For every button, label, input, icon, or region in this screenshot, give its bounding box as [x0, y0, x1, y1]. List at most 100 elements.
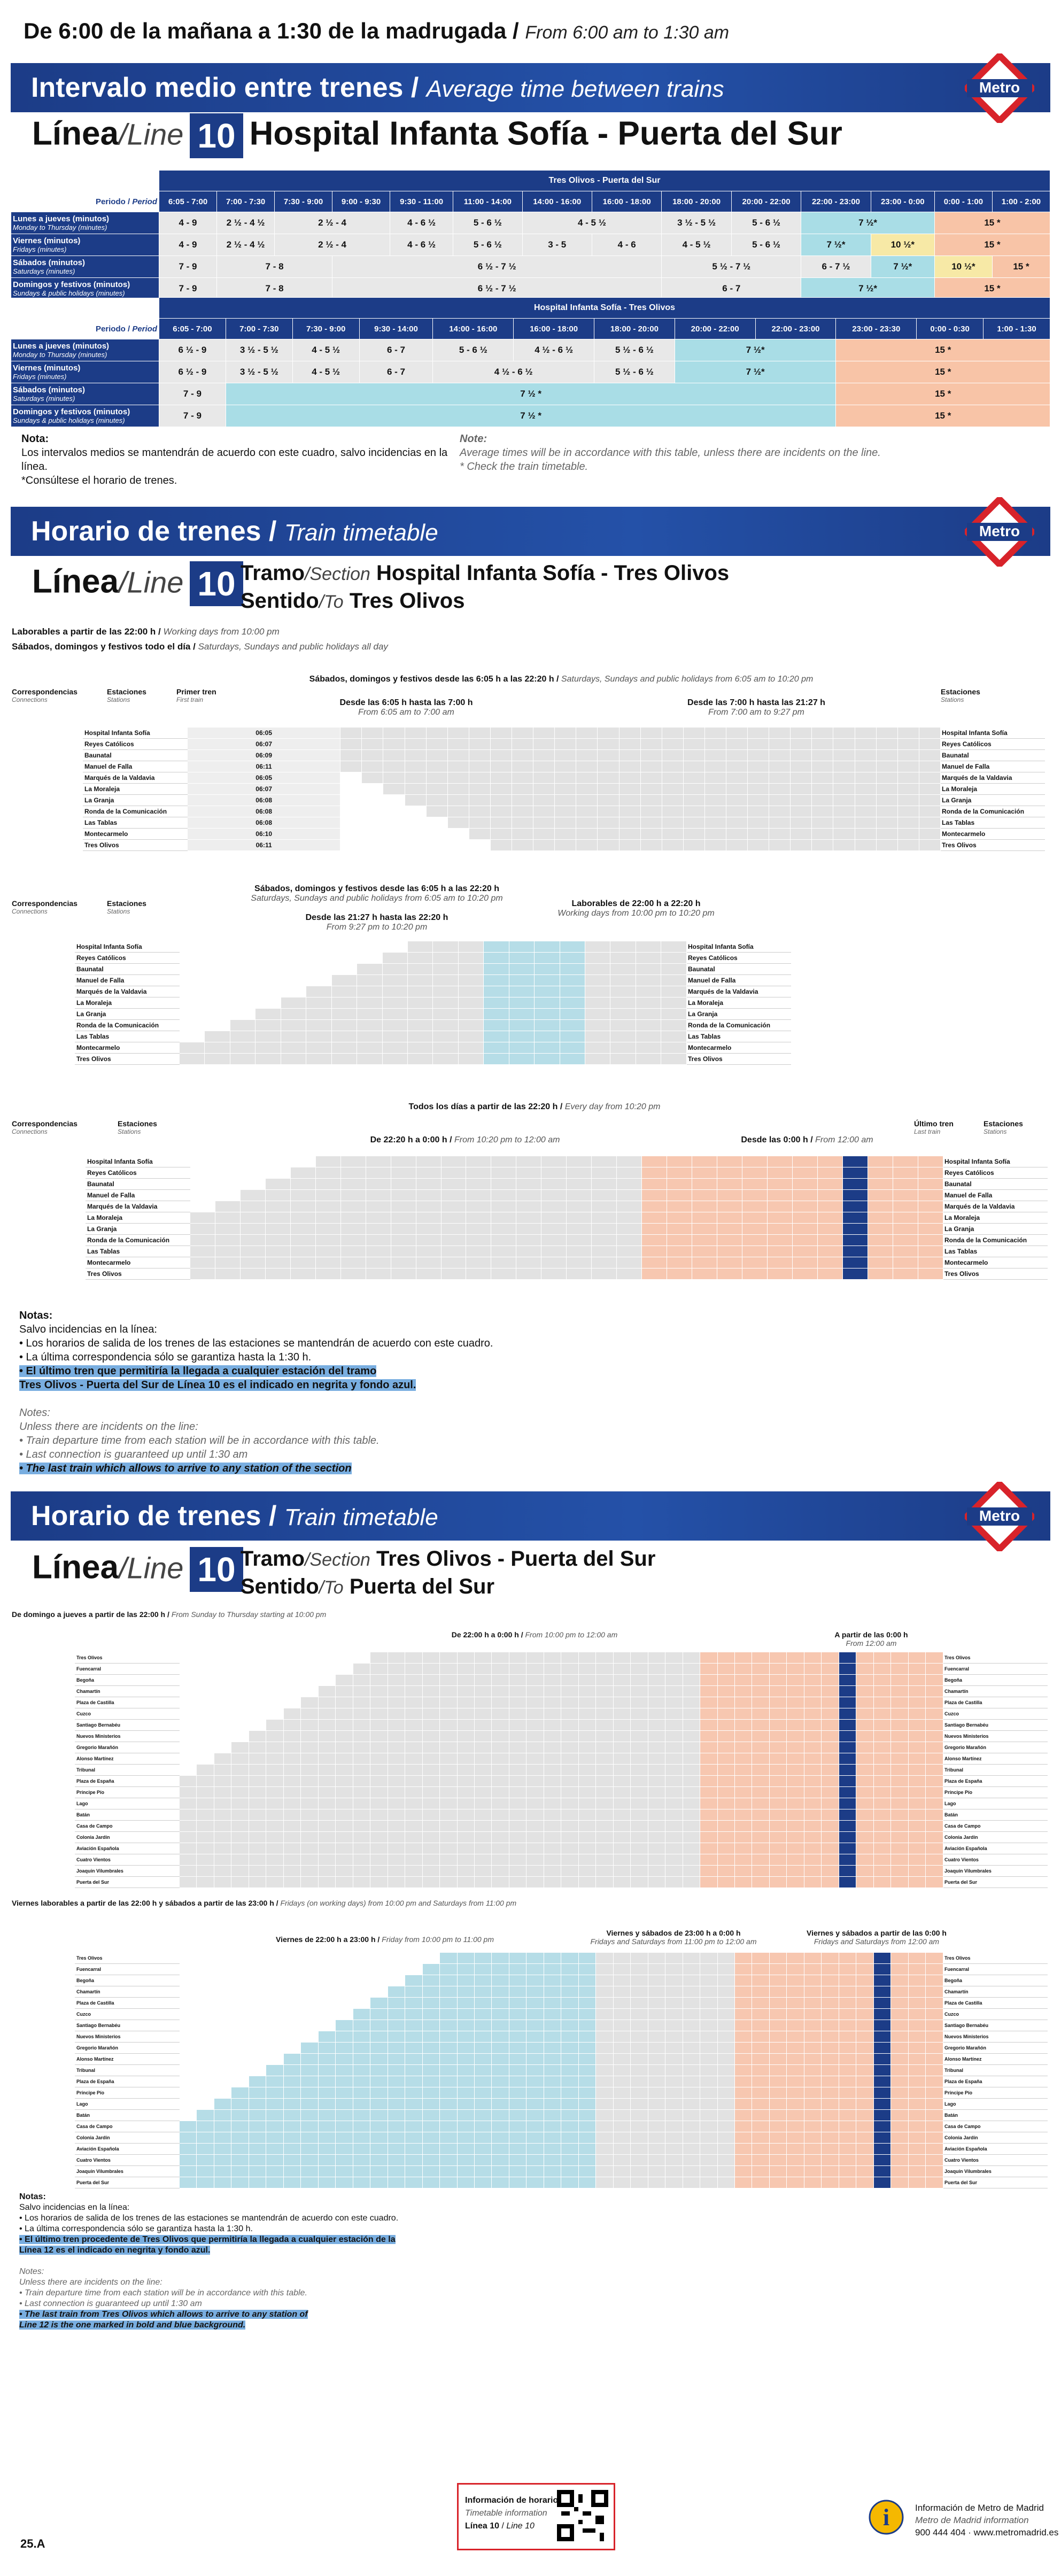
- timetable-cell: [214, 1156, 241, 1167]
- timetable-cell: [340, 1156, 366, 1167]
- timetable-cell: [213, 2064, 232, 2076]
- timetable-cell: [717, 1854, 735, 1866]
- timetable-cell: [842, 1257, 868, 1268]
- timetable-row: Las Tablas 06:08 Las Tablas: [83, 817, 1045, 829]
- timetable-cell: [561, 1708, 579, 1720]
- timetable-cell: [769, 1674, 787, 1686]
- timetable-cell: [734, 1997, 753, 2009]
- timetable-cell: [925, 1764, 943, 1776]
- timetable-cell: [266, 1786, 284, 1798]
- timetable-cell: [665, 1997, 683, 2009]
- timetable-cell: [692, 1268, 718, 1280]
- timetable-1: Hospital Infanta Sofía 06:05 Hospital Infa…: [83, 727, 1045, 851]
- timetable-row: Fuencarral Fuencarral: [75, 1963, 1048, 1975]
- timetable-cell: [838, 1697, 857, 1708]
- s2-label-1: De domingo a jueves a partir de las 22:0…: [12, 1610, 327, 1619]
- timetable-cell: [559, 1042, 586, 1054]
- timetable-cell: [665, 1775, 683, 1787]
- timetable-cell: [803, 1652, 822, 1664]
- timetable-cell: [561, 2031, 579, 2043]
- timetable-cell: [591, 1257, 617, 1268]
- timetable-cell: [561, 1753, 579, 1765]
- timetable-cell: [335, 1986, 353, 1998]
- qr-code-icon[interactable]: [557, 2490, 608, 2541]
- timetable-cell: [700, 1775, 718, 1787]
- timetable-cell: [248, 2087, 267, 2099]
- timetable-cell: [613, 2020, 631, 2031]
- timetable-cell: [534, 986, 560, 997]
- timetable-cell: [838, 2098, 857, 2110]
- timetable-cell: [769, 1652, 787, 1664]
- timetable-cell: [591, 1201, 617, 1212]
- timetable-cell: [752, 2031, 770, 2043]
- timetable-cell: [422, 2165, 440, 2177]
- timetable-cell: [231, 2154, 249, 2166]
- timetable-cell: [566, 1201, 592, 1212]
- timetable-cell: [526, 2008, 544, 2020]
- timetable-cell: [179, 1997, 197, 2009]
- timetable-cell: [554, 772, 577, 784]
- timetable-cell: [908, 1854, 926, 1866]
- timetable-cell: [918, 817, 941, 829]
- timetable-cell: [543, 2098, 562, 2110]
- timetable-cell: [468, 817, 491, 829]
- timetable-cell: [474, 2053, 492, 2065]
- timetable-cell: [474, 1831, 492, 1843]
- timetable-cell: [370, 2087, 388, 2099]
- timetable-cell: [533, 772, 555, 784]
- timetable-cell: [404, 794, 427, 806]
- timetable-cell: [717, 1730, 735, 1742]
- timetable-cell: [610, 1053, 636, 1065]
- timetable-cell: [856, 1997, 874, 2009]
- timetable-cell: [890, 2177, 909, 2188]
- timetable-cell: [439, 1775, 458, 1787]
- timetable-cell: [661, 738, 684, 750]
- timetable-cell: [682, 1843, 701, 1854]
- timetable-cell: [387, 2143, 406, 2155]
- timetable-cell: [213, 2076, 232, 2087]
- timetable-cell: [387, 1876, 406, 1888]
- timetable-cell: [407, 1053, 433, 1065]
- timetable-cell: [734, 1742, 753, 1753]
- timetable-cell: [692, 1257, 718, 1268]
- timetable-cell: [483, 997, 509, 1009]
- frequency-table-1: Tres Olivos - Puerta del Sur Periodo / P…: [11, 170, 1051, 300]
- timetable-cell: [508, 1798, 527, 1809]
- timetable-cell: [561, 2143, 579, 2155]
- timetable-cell: [248, 1708, 267, 1720]
- timetable-cell: [561, 1975, 579, 1986]
- timetable-cell: [897, 828, 919, 840]
- timetable-cell: [803, 1697, 822, 1708]
- timetable-cell: [682, 1831, 701, 1843]
- timetable-cell: [300, 2109, 319, 2121]
- timetable-cell: [516, 1201, 542, 1212]
- timetable-cell: [613, 2121, 631, 2132]
- timetable-cell: [432, 963, 459, 975]
- timetable-cell: [383, 839, 405, 851]
- timetable-cell: [266, 1663, 284, 1675]
- timetable-cell: [838, 1708, 857, 1720]
- timetable-cell: [415, 1189, 442, 1201]
- timetable-cell: [491, 2053, 509, 2065]
- timetable-cell: [283, 2098, 301, 2110]
- timetable-cell: [752, 2053, 770, 2065]
- timetable-cell: [491, 1234, 517, 1246]
- timetable-cell: [422, 1986, 440, 1998]
- timetable-row: Batán Batán: [75, 1809, 1048, 1821]
- timetable-cell: [890, 2008, 909, 2020]
- timetable-cell: [512, 794, 534, 806]
- timetable-cell: [361, 772, 384, 784]
- timetable-cell: [248, 2076, 267, 2087]
- timetable-cell: [335, 1753, 353, 1765]
- timetable-cell: [892, 1257, 918, 1268]
- timetable-cell: [415, 1246, 442, 1257]
- timetable-cell: [769, 817, 791, 829]
- timetable-cell: [890, 1809, 909, 1821]
- timetable-cell: [422, 2053, 440, 2065]
- timetable-cell: [630, 2165, 648, 2177]
- timetable-cell: [405, 1831, 423, 1843]
- timetable-cell: [335, 1865, 353, 1877]
- timetable-cell: [873, 2109, 892, 2121]
- timetable-cell: [526, 2098, 544, 2110]
- timetable-cell: [595, 2008, 614, 2020]
